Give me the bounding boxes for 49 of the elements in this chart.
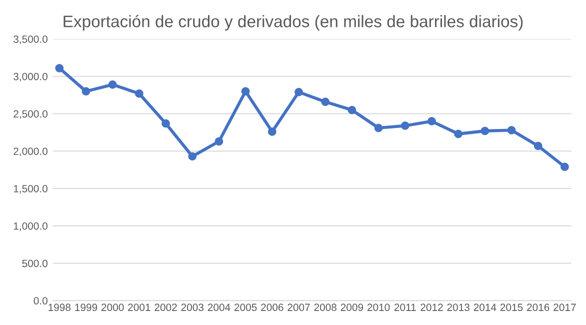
x-tick-label: 2012: [420, 304, 443, 312]
point: [294, 88, 303, 96]
point: [348, 106, 356, 114]
y-tick-label: 2,500.0: [14, 110, 48, 119]
y-tick-label: 1,000.0: [14, 222, 48, 231]
point: [428, 117, 436, 126]
y-tick-label: 0.0: [34, 297, 48, 304]
point: [82, 87, 90, 96]
x-tick-label: 2001: [128, 304, 150, 312]
x-tick-label: 2009: [340, 304, 364, 312]
x-tick-label: 2006: [261, 304, 284, 312]
x-tick-label: 2013: [447, 304, 470, 312]
x-tick-label: 2011: [394, 304, 416, 312]
y-tick-label: 1,500.0: [14, 185, 48, 194]
point: [214, 137, 224, 146]
x-tick-label: 2000: [102, 304, 124, 312]
point: [480, 126, 490, 136]
point: [268, 128, 276, 136]
point: [560, 162, 569, 171]
chart-title: Exportación de crudo y derivados (en miles de barriles diarios): [64, 14, 523, 31]
point: [374, 124, 383, 132]
x-tick-label: 2017: [554, 304, 576, 312]
x-tick-label: 2016: [527, 304, 550, 312]
x-tick-label: 2002: [154, 304, 177, 312]
x-tick-label: 1999: [75, 304, 98, 312]
point: [400, 122, 410, 130]
point: [135, 89, 144, 98]
point: [188, 152, 197, 161]
point: [507, 126, 516, 134]
y-tick-label: 3,500.0: [14, 36, 48, 44]
point: [321, 98, 330, 106]
point: [534, 142, 542, 150]
point: [162, 119, 170, 128]
x-tick-label: 2005: [234, 304, 257, 312]
point: [55, 64, 64, 72]
point: [454, 130, 462, 138]
x-tick-label: 2014: [474, 304, 496, 312]
x-tick-label: 2004: [208, 304, 230, 312]
point: [241, 87, 250, 96]
y-tick-label: 2,000.0: [14, 148, 48, 156]
x-tick-label: 2008: [314, 304, 336, 312]
y-tick-label: 500.0: [22, 260, 48, 268]
x-tick-label: 2007: [288, 304, 310, 312]
y-tick-label: 3,000.0: [14, 72, 48, 82]
x-tick-label: 2010: [367, 304, 390, 312]
x-tick-label: 2015: [500, 304, 523, 312]
x-tick-label: 1998: [48, 304, 71, 312]
point: [108, 80, 117, 89]
x-tick-label: 2003: [181, 304, 204, 312]
